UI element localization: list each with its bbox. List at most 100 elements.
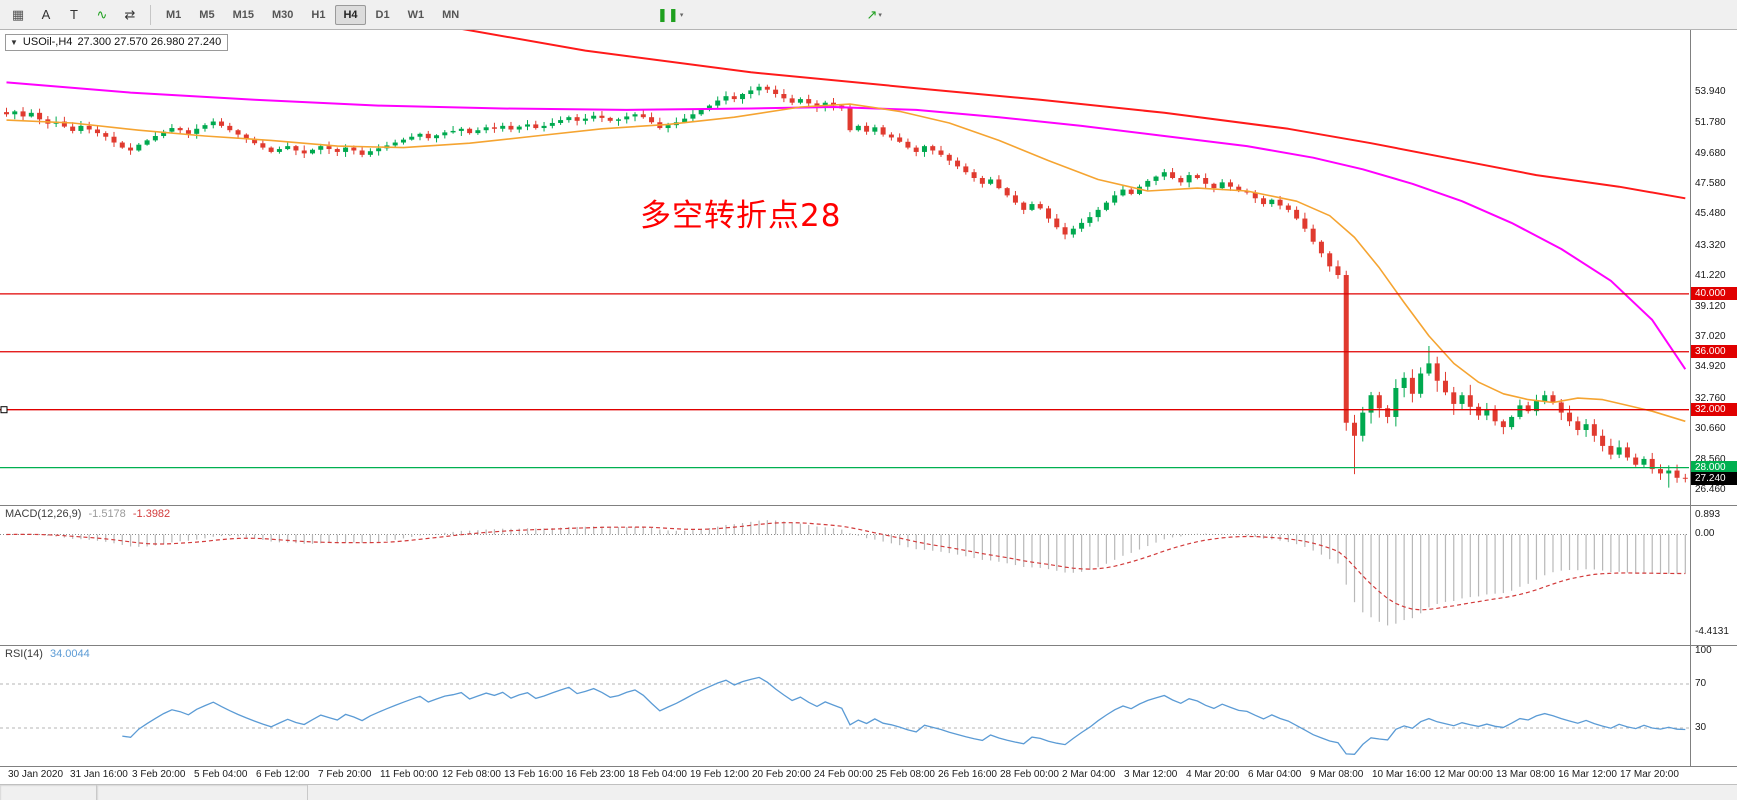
candle	[797, 97, 803, 105]
candlestick-chart-icon[interactable]: ❚❚ ▾	[657, 6, 684, 22]
macd-title: MACD(12,26,9)	[5, 508, 82, 520]
candle	[450, 126, 456, 134]
candle	[1459, 392, 1465, 410]
arrow-up-icon[interactable]: ↗ ▾	[866, 6, 882, 22]
candle	[1352, 414, 1358, 475]
price-tick-label: 47.580	[1695, 178, 1726, 189]
grid-icon[interactable]: ▦	[11, 6, 25, 22]
candle	[384, 141, 390, 151]
label-tool-icon[interactable]: T	[70, 7, 78, 22]
candle	[1385, 405, 1391, 424]
price-tick-label: 53.940	[1695, 86, 1726, 97]
candle	[615, 117, 621, 126]
hline-handle[interactable]	[0, 406, 8, 414]
time-tick-label: 20 Feb 20:00	[752, 769, 811, 780]
candle	[963, 163, 969, 175]
time-tick-label: 9 Mar 08:00	[1310, 769, 1364, 780]
toolbar-separator	[150, 4, 151, 25]
macd-signal-value: -1.3982	[132, 508, 171, 520]
zigzag-tool-icon[interactable]: ∿	[96, 6, 108, 22]
candle	[1476, 403, 1482, 420]
candle	[855, 124, 861, 132]
price-tick-label: 28.560	[1695, 454, 1726, 465]
text-tool-icon[interactable]: A	[41, 7, 51, 22]
rsi-axis-label: 100	[1695, 645, 1712, 656]
candle	[582, 113, 588, 125]
macd-panel[interactable]: MACD(12,26,9) -1.5178 -1.3982	[0, 506, 1690, 645]
candle	[1633, 453, 1639, 467]
rsi-axis-label: 30	[1695, 722, 1707, 733]
candle	[1616, 440, 1622, 459]
candle	[434, 134, 440, 143]
chart-dropdown-icon[interactable]: ▼	[10, 37, 18, 47]
candle	[1062, 222, 1068, 240]
time-tick-label: 3 Feb 20:00	[132, 769, 186, 780]
ohlc-values: 27.300 27.570 26.980 27.240	[77, 36, 222, 48]
candle	[657, 117, 663, 130]
candle	[1310, 224, 1316, 245]
candle	[1095, 206, 1101, 222]
symbol-info-box[interactable]: ▼ USOil-,H4 27.300 27.570 26.980 27.240	[5, 34, 229, 51]
cycle-arrows-icon[interactable]: ⇄	[124, 6, 136, 22]
candle	[930, 144, 936, 155]
timeframe-M15[interactable]: M15	[225, 5, 262, 25]
panel-separator-rsi[interactable]	[0, 645, 1737, 646]
timeframe-M30[interactable]: M30	[264, 5, 301, 25]
candle	[624, 112, 630, 124]
rsi-axis-label: 70	[1695, 678, 1707, 689]
candle	[1360, 406, 1366, 442]
candle	[1600, 429, 1606, 452]
candle	[1434, 356, 1440, 392]
candle	[1658, 464, 1663, 480]
candle	[1120, 184, 1126, 197]
timeframe-MN[interactable]: MN	[434, 5, 467, 25]
panel-separator-macd[interactable]	[0, 505, 1737, 506]
candle	[28, 109, 34, 118]
timeframe-D1[interactable]: D1	[368, 5, 398, 25]
candle	[1492, 405, 1498, 426]
time-tick-label: 12 Mar 00:00	[1434, 769, 1493, 780]
price-axis[interactable]: 53.940 51.780 49.680 47.580 45.480 43.320 41.2…	[1690, 30, 1737, 766]
time-axis[interactable]: 30 Jan 2020 31 Jan 16:00 3 Feb 20:00 5 Feb …	[0, 766, 1737, 784]
time-tick-label: 6 Mar 04:00	[1248, 769, 1302, 780]
candle	[334, 147, 340, 156]
time-tick-label: 24 Feb 00:00	[814, 769, 873, 780]
timeframe-H1[interactable]: H1	[303, 5, 333, 25]
timeframe-H4[interactable]: H4	[335, 4, 366, 25]
candle	[417, 132, 423, 141]
candle	[326, 141, 332, 154]
price-chart-panel[interactable]: ▼ USOil-,H4 27.300 27.570 26.980 27.240 …	[0, 30, 1690, 505]
candle	[864, 122, 870, 135]
candle	[161, 129, 167, 139]
price-tick-label: 34.920	[1695, 361, 1726, 372]
candle	[1004, 186, 1010, 198]
price-chart-svg[interactable]	[0, 30, 1689, 505]
timeframe-M5[interactable]: M5	[191, 5, 222, 25]
candle	[773, 85, 779, 98]
candle	[1426, 345, 1432, 376]
candle	[1203, 173, 1209, 189]
rsi-svg	[0, 676, 1689, 755]
macd-axis-label: 0.893	[1695, 509, 1721, 520]
candle	[301, 145, 307, 158]
candle	[1294, 206, 1300, 221]
candle	[541, 122, 547, 132]
candle	[1608, 438, 1614, 460]
time-tick-label: 12 Feb 08:00	[442, 769, 501, 780]
candle	[1029, 201, 1035, 212]
price-tick-label: 39.120	[1695, 301, 1726, 312]
rsi-panel[interactable]: RSI(14) 34.0044	[0, 646, 1690, 766]
candle	[1070, 225, 1076, 238]
candle	[103, 131, 109, 141]
candle	[1442, 371, 1448, 396]
timeframe-M1[interactable]: M1	[158, 5, 189, 25]
candle	[988, 176, 994, 186]
rsi-header: RSI(14) 34.0044	[5, 648, 90, 660]
candle	[367, 148, 373, 157]
candle	[971, 169, 977, 182]
timeframe-W1[interactable]: W1	[400, 5, 433, 25]
candle	[458, 126, 464, 136]
candle	[1103, 200, 1109, 212]
chart-annotation-text[interactable]: 多空转折点28	[640, 198, 842, 234]
candle	[1054, 214, 1060, 230]
